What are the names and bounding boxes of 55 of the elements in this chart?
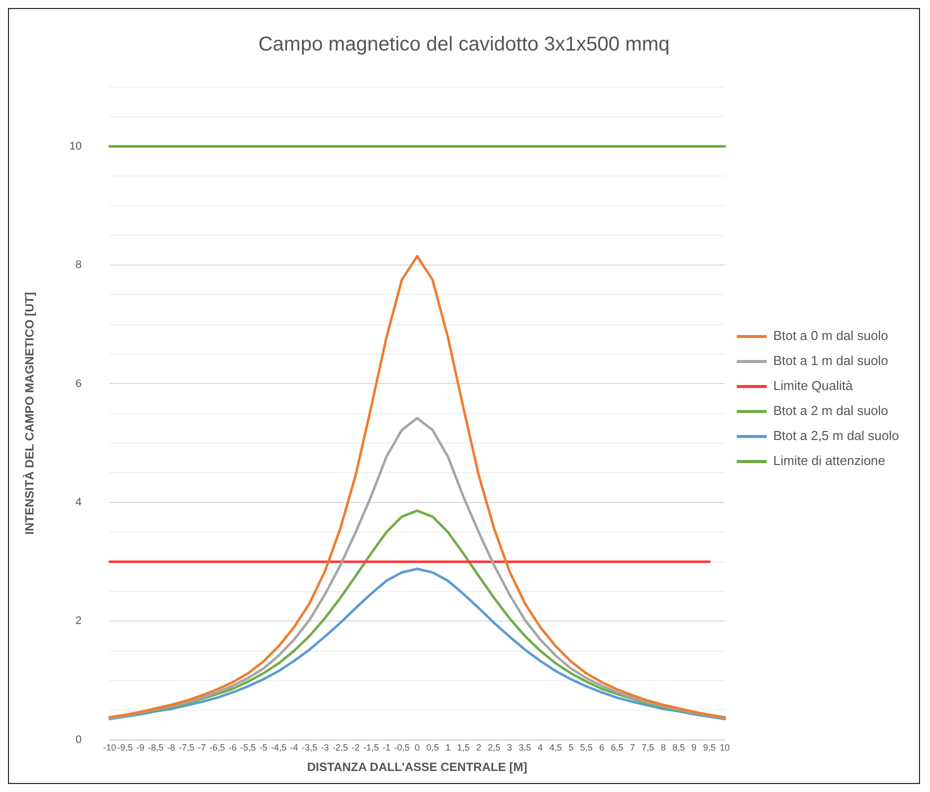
- legend-label: Btot a 1 m dal suolo: [773, 353, 888, 368]
- x-tick-label: 7: [630, 742, 635, 753]
- legend-label: Btot a 0 m dal suolo: [773, 328, 888, 344]
- x-tick-label: -5: [259, 742, 268, 753]
- x-tick-label: -8: [167, 742, 176, 753]
- x-tick-label: 2: [476, 742, 482, 753]
- x-tick-label: -8,5: [148, 742, 164, 753]
- x-tick-label: 5: [568, 742, 574, 753]
- y-tick-label: 2: [76, 615, 82, 628]
- x-tick-label: 8: [660, 742, 666, 753]
- x-tick-label: -10: [103, 742, 116, 753]
- x-tick-label: 3: [506, 742, 512, 753]
- x-tick-label: 8,5: [672, 742, 685, 753]
- x-tick-label: -3: [320, 742, 329, 753]
- legend-label: Limite Qualità: [773, 378, 854, 394]
- x-tick-label: 0,5: [426, 742, 439, 753]
- x-tick-label: -2: [352, 742, 360, 753]
- x-tick-label: 9: [691, 742, 697, 753]
- x-tick-label: -9,5: [117, 742, 133, 753]
- legend-label: Limite di attenzione: [773, 453, 886, 468]
- legend-label: Btot a 2,5 m dal suolo: [773, 428, 900, 444]
- x-tick-label: -2,5: [332, 742, 348, 753]
- x-tick-label: 0: [414, 742, 420, 753]
- x-tick-label: 4,5: [549, 742, 562, 753]
- x-tick-label: 2,5: [488, 742, 500, 753]
- x-tick-label: -5,5: [240, 742, 256, 753]
- x-tick-label: -6: [228, 742, 237, 753]
- x-tick-label: -7,5: [178, 742, 194, 753]
- x-tick-label: 1,5: [457, 742, 470, 753]
- x-tick-label: -6,5: [210, 742, 226, 753]
- y-axis-title: INTENSITÀ DEL CAMPO MAGNETICO [UT]: [22, 292, 37, 535]
- x-tick-label: -3,5: [302, 742, 318, 753]
- x-tick-label: -9: [136, 742, 144, 753]
- x-tick-label: 10: [720, 742, 730, 753]
- x-tick-label: -1,5: [363, 742, 379, 753]
- y-tick-label: 4: [76, 496, 82, 508]
- legend-label: Btot a 2 m dal suolo: [773, 403, 888, 418]
- x-tick-label: 3,5: [518, 742, 532, 753]
- x-tick-label: -1: [382, 742, 390, 753]
- y-tick-label: 10: [69, 140, 82, 152]
- x-tick-label: -4: [290, 742, 298, 753]
- x-tick-label: 9,5: [703, 742, 716, 753]
- x-tick-label: 5,5: [580, 742, 593, 753]
- x-tick-label: -0,5: [394, 742, 410, 753]
- x-tick-label: 4: [538, 742, 543, 753]
- x-tick-label: 6,5: [610, 742, 624, 753]
- x-tick-label: 7,5: [642, 742, 654, 753]
- chart-title: Campo magnetico del cavidotto 3x1x500 mmq: [258, 34, 670, 56]
- x-tick-label: -7: [198, 742, 206, 753]
- x-tick-label: 1: [445, 742, 450, 753]
- y-tick-label: 8: [76, 259, 82, 272]
- x-tick-label: -4,5: [271, 742, 287, 753]
- x-axis-title: DISTANZA DALL'ASSE CENTRALE [M]: [307, 760, 528, 774]
- x-tick-label: 6: [599, 742, 604, 753]
- y-tick-label: 6: [76, 378, 82, 390]
